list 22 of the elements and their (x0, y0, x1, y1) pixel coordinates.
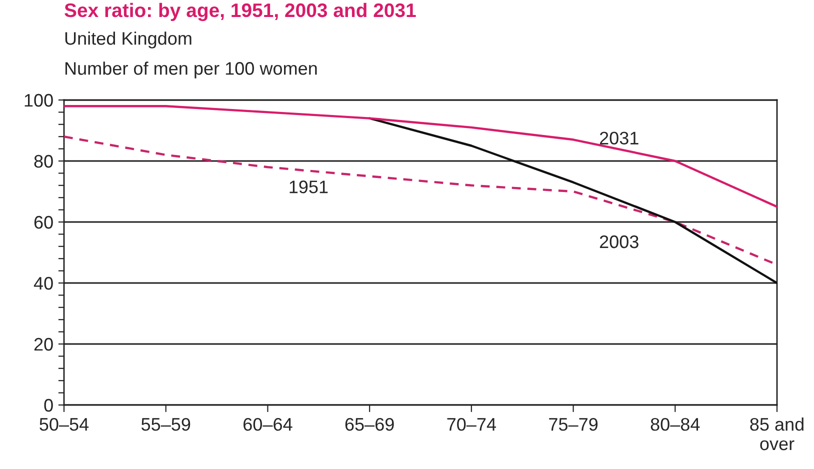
x-tick-label: 50–54 (40, 418, 89, 431)
y-tick-label: 60 (34, 216, 53, 229)
y-tick-label: 80 (34, 154, 53, 168)
y-tick-label: 20 (34, 338, 53, 351)
y-axis-title: Number of men per 100 women (65, 62, 317, 78)
series-label: 2003 (600, 235, 638, 248)
x-tick-label: 60–64 (244, 418, 292, 431)
series-label: 1951 (290, 180, 328, 194)
series-label: 2031 (600, 132, 638, 144)
line-series (64, 104, 777, 208)
x-tick-label: 80–84 (650, 418, 700, 431)
y-tick-label: 0 (44, 398, 53, 412)
x-tick-label: 55–59 (141, 418, 190, 431)
chart-subtitle: United Kingdom (65, 32, 192, 48)
x-tick-label: 75–79 (549, 418, 598, 431)
x-tick-label: 65–69 (345, 418, 394, 431)
y-tick-label: 40 (34, 276, 53, 290)
x-tick-label: 70–74 (447, 418, 496, 431)
chart-title: Sex ratio: by age, 1951, 2003 and 2031 (64, 2, 416, 22)
x-tick-label: 85 and over (750, 418, 804, 450)
y-tick-label: 100 (24, 94, 53, 107)
line-series (368, 117, 777, 284)
